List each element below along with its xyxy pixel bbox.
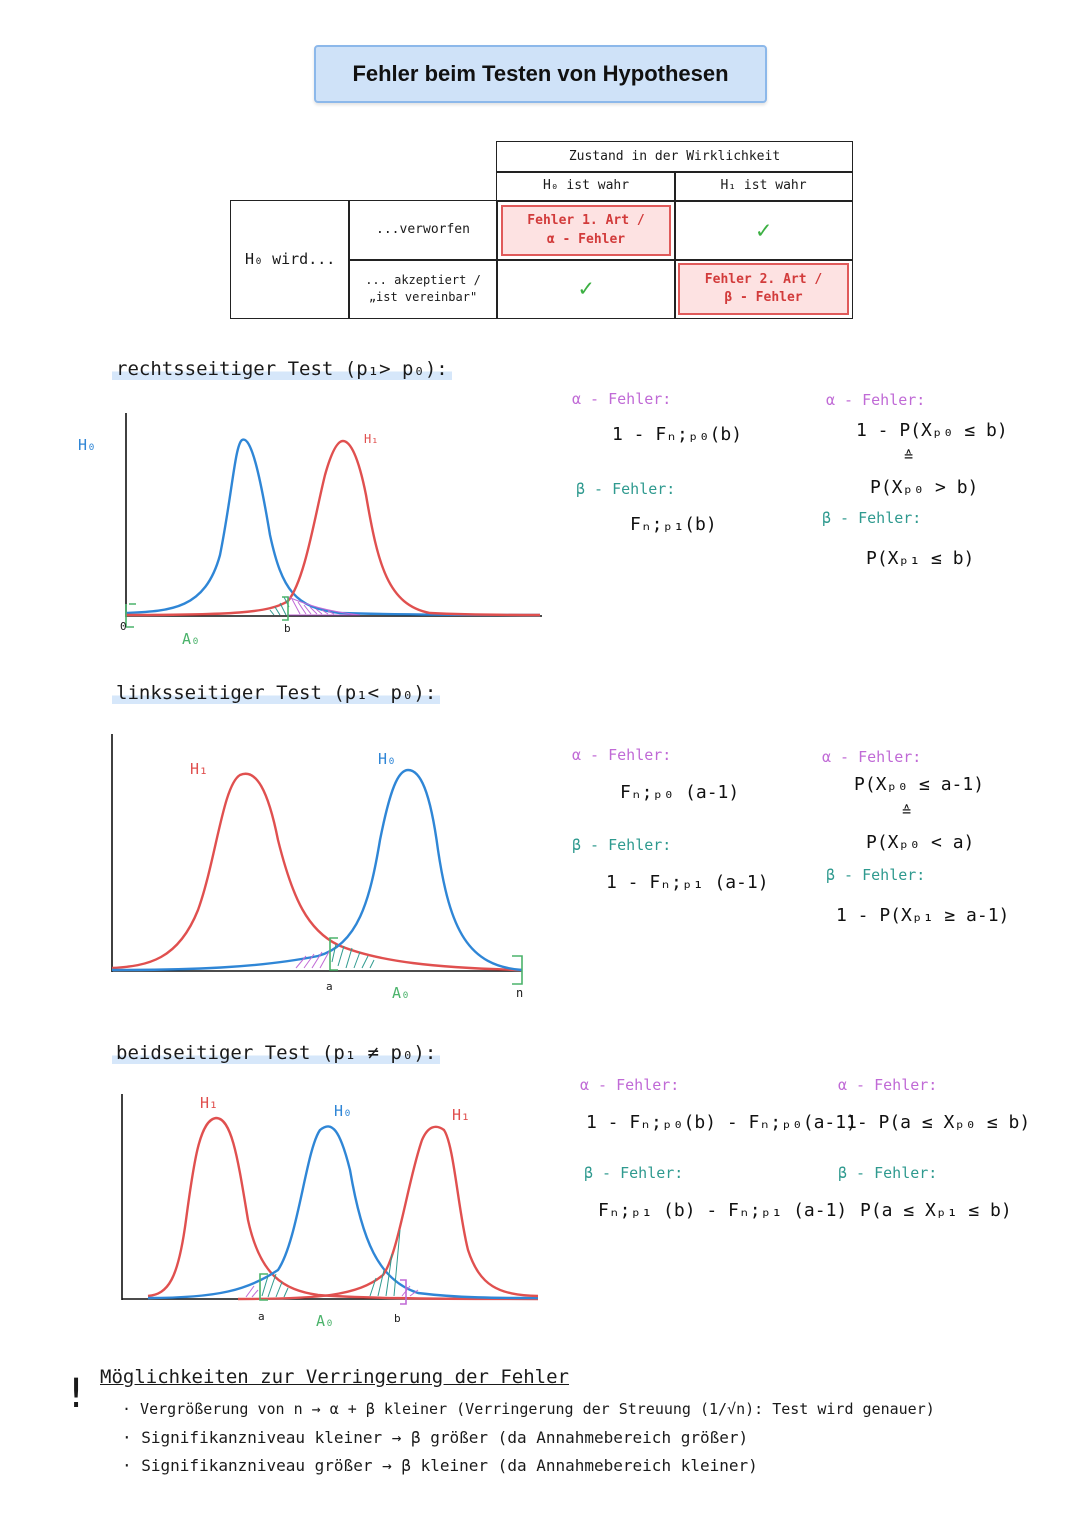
row-label: H₀ wird... bbox=[230, 200, 350, 319]
axis-bound-a: a bbox=[258, 1310, 265, 1323]
alpha-label: α - Fehler: bbox=[580, 1076, 680, 1094]
axis-origin: 0 bbox=[120, 620, 127, 633]
reality-header: Zustand in der Wirklichkeit bbox=[496, 141, 853, 173]
alt-alpha-formula-2: P(Xₚ₀ > b) bbox=[870, 477, 979, 498]
alt-beta-formula: P(Xₚ₁ ≤ b) bbox=[866, 548, 975, 569]
alt-alpha-formula-1: P(Xₚ₀ ≤ a-1) bbox=[854, 774, 985, 795]
alpha-formula: Fₙ;ₚ₀ (a-1) bbox=[620, 782, 740, 803]
alt-beta-label: β - Fehler: bbox=[838, 1164, 938, 1182]
row-accepted: ... akzeptiert / „ist vereinbar" bbox=[348, 259, 498, 319]
axis-bound-b: b bbox=[394, 1312, 401, 1325]
label-h0: H₀ bbox=[378, 750, 397, 768]
alt-beta-formula: 1 - P(Xₚ₁ ≥ a-1) bbox=[836, 905, 1010, 926]
label-h0: H₀ bbox=[334, 1102, 353, 1120]
h1-left-curve bbox=[147, 1116, 539, 1301]
row-accepted-line2: „ist vereinbar" bbox=[368, 290, 478, 304]
alpha-area bbox=[287, 596, 361, 616]
col-h0-true: H₀ ist wahr bbox=[496, 171, 676, 202]
row-rejected: ...verworfen bbox=[348, 200, 498, 261]
type1-line2: α - Fehler bbox=[546, 231, 626, 247]
alt-alpha-label: α - Fehler: bbox=[826, 391, 926, 409]
h0-curve bbox=[147, 1125, 539, 1300]
alpha-formula: 1 - Fₙ;ₚ₀(b) bbox=[612, 424, 743, 445]
beta-label: β - Fehler: bbox=[572, 836, 672, 854]
row-accepted-line1: ... akzeptiert / bbox=[365, 273, 481, 288]
equivalent-sign: ≙ bbox=[902, 802, 912, 820]
heading-two-sided: beidseitiger Test (p₁ ≠ p₀): bbox=[112, 1042, 441, 1064]
exclamation-mark: ! bbox=[64, 1371, 89, 1417]
col-h1-true: H₁ ist wahr bbox=[674, 171, 853, 202]
beta-label: β - Fehler: bbox=[576, 480, 676, 498]
axis-acceptance: A₀ bbox=[316, 1312, 335, 1330]
heading-right-sided: rechtsseitiger Test (p₁> p₀): bbox=[112, 358, 452, 380]
page-title: Fehler beim Testen von Hypothesen bbox=[314, 45, 767, 103]
beta-formula: Fₙ;ₚ₁(b) bbox=[630, 514, 717, 535]
alt-beta-label: β - Fehler: bbox=[826, 866, 926, 884]
cell-type1: Fehler 1. Art / α - Fehler bbox=[496, 200, 676, 261]
cell-type2: Fehler 2. Art / β - Fehler bbox=[674, 259, 853, 319]
type1-error-box: Fehler 1. Art / α - Fehler bbox=[501, 205, 671, 256]
beta-formula: 1 - Fₙ;ₚ₁ (a-1) bbox=[606, 872, 769, 893]
axis-bound-a: a bbox=[326, 980, 333, 993]
type1-line1: Fehler 1. Art / bbox=[527, 213, 645, 229]
alt-alpha-label: α - Fehler: bbox=[822, 748, 922, 766]
h0-curve bbox=[125, 438, 541, 617]
label-h1: H₁ bbox=[190, 760, 209, 778]
graph-left-sided bbox=[111, 734, 523, 985]
equivalent-sign: ≙ bbox=[904, 447, 914, 465]
alt-alpha-formula-2: P(Xₚ₀ < a) bbox=[866, 832, 975, 853]
label-h1-right: H₁ bbox=[452, 1106, 471, 1124]
note-item: · Signifikanzniveau größer → β kleiner (… bbox=[122, 1456, 758, 1475]
alpha-formula: 1 - Fₙ;ₚ₀(b) - Fₙ;ₚ₀(a-1) bbox=[586, 1112, 857, 1133]
graph-right-sided bbox=[125, 413, 542, 628]
check-icon: ✓ bbox=[756, 215, 771, 244]
label-h1: H₁ bbox=[364, 432, 379, 446]
cell-correct-1: ✓ bbox=[674, 200, 853, 261]
alt-beta-formula: P(a ≤ Xₚ₁ ≤ b) bbox=[860, 1200, 1012, 1221]
axis-end-n: n bbox=[516, 986, 524, 1000]
axis-acceptance: A₀ bbox=[392, 984, 411, 1002]
alt-alpha-formula-1: 1 - P(Xₚ₀ ≤ b) bbox=[856, 420, 1008, 441]
graph-two-sided bbox=[121, 1094, 539, 1305]
alt-beta-label: β - Fehler: bbox=[822, 509, 922, 527]
axis-bound-b: b bbox=[284, 622, 291, 635]
h1-curve bbox=[125, 439, 541, 617]
notes-heading: Möglichkeiten zur Verringerung der Fehle… bbox=[100, 1366, 569, 1388]
alt-alpha-label: α - Fehler: bbox=[838, 1076, 938, 1094]
type2-line1: Fehler 2. Art / bbox=[704, 271, 823, 287]
axis-acceptance: A₀ bbox=[182, 630, 201, 648]
type2-error-box: Fehler 2. Art / β - Fehler bbox=[678, 263, 849, 315]
check-icon: ✓ bbox=[578, 274, 594, 303]
h0-curve bbox=[111, 768, 523, 972]
beta-label: β - Fehler: bbox=[584, 1164, 684, 1182]
beta-formula: Fₙ;ₚ₁ (b) - Fₙ;ₚ₁ (a-1) bbox=[598, 1200, 848, 1221]
heading-left-sided: linksseitiger Test (p₁< p₀): bbox=[112, 682, 441, 704]
alpha-label: α - Fehler: bbox=[572, 390, 672, 408]
alpha-label: α - Fehler: bbox=[572, 746, 672, 764]
cell-correct-2: ✓ bbox=[496, 259, 676, 319]
h1-right-curve bbox=[237, 1125, 539, 1301]
label-h0: H₀ bbox=[78, 436, 97, 454]
alt-alpha-formula: 1- P(a ≤ Xₚ₀ ≤ b) bbox=[846, 1112, 1031, 1133]
h1-curve bbox=[111, 772, 523, 972]
note-item: · Signifikanzniveau kleiner → β größer (… bbox=[122, 1428, 749, 1447]
type2-line2: β - Fehler bbox=[724, 290, 803, 305]
note-item: · Vergrößerung von n → α + β kleiner (Ve… bbox=[122, 1400, 935, 1418]
label-h1-left: H₁ bbox=[200, 1094, 219, 1112]
